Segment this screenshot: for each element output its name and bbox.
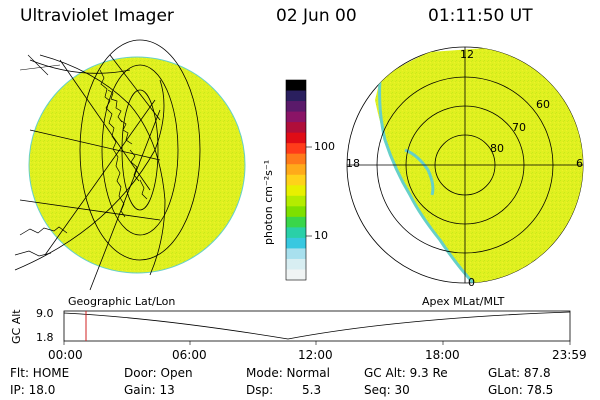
timeline-xtick-1: 06:00 xyxy=(172,348,207,362)
colorbar-unit-label: photon cm⁻²s⁻¹ xyxy=(262,159,275,245)
date-label: 02 Jun 00 xyxy=(276,6,357,26)
info-ip: IP: 18.0 xyxy=(10,383,56,397)
mlt-label-0: 0 xyxy=(468,276,475,289)
colorbar-band xyxy=(286,206,306,218)
mlt-label-18: 18 xyxy=(346,157,360,170)
info-dsp-value: 5.3 xyxy=(302,383,322,397)
colorbar-band xyxy=(286,185,306,197)
colorbar-tick-10: 10 xyxy=(314,229,328,242)
time-label: 01:11:50 UT xyxy=(428,6,533,26)
mlat-label-70: 70 xyxy=(512,121,526,134)
colorbar-band xyxy=(286,248,306,260)
timeline-xtick-2: 12:00 xyxy=(298,348,333,362)
colorbar-band xyxy=(286,122,306,134)
colorbar-band xyxy=(286,132,306,144)
info-gain: Gain: 13 xyxy=(124,383,175,397)
info-seq: Seq: 30 xyxy=(364,383,410,397)
geographic-caption: Geographic Lat/Lon xyxy=(68,295,176,308)
timeline-xtick-3: 18:00 xyxy=(425,348,460,362)
timeline-ymin: 1.8 xyxy=(36,331,54,344)
colorbar-band xyxy=(286,153,306,165)
info-glon: GLon: 78.5 xyxy=(488,383,554,397)
intensity-colorbar xyxy=(286,80,306,281)
info-glat: GLat: 87.8 xyxy=(488,366,551,380)
timeline-xtick-4: 23:59 xyxy=(552,348,587,362)
colorbar-band xyxy=(286,174,306,186)
info-door: Door: Open xyxy=(124,366,193,380)
colorbar-band xyxy=(286,269,306,281)
colorbar-band xyxy=(286,195,306,207)
mlat-label-60: 60 xyxy=(536,98,550,111)
colorbar-band xyxy=(286,258,306,270)
info-mode: Mode: Normal xyxy=(246,366,330,380)
info-gcalt: GC Alt: 9.3 Re xyxy=(364,366,448,380)
info-flt: Flt: HOME xyxy=(10,366,70,380)
altitude-timeline xyxy=(63,310,571,345)
colorbar-band xyxy=(286,101,306,113)
polar-image xyxy=(346,46,584,284)
colorbar-tick-100: 100 xyxy=(314,140,335,153)
timeline-xtick-0: 00:00 xyxy=(48,348,83,362)
info-dsp-label: Dsp: xyxy=(246,383,274,397)
instrument-title: Ultraviolet Imager xyxy=(20,6,174,26)
timeline-ylabel: GC Alt xyxy=(10,309,23,344)
mlt-label-12: 12 xyxy=(460,48,474,61)
timeline-ymax: 9.0 xyxy=(36,307,54,320)
colorbar-band xyxy=(286,237,306,249)
mlat-label-80: 80 xyxy=(490,142,504,155)
colorbar-band xyxy=(286,227,306,239)
colorbar-band xyxy=(286,216,306,228)
apex-caption: Apex MLat/MLT xyxy=(422,295,505,308)
colorbar-band xyxy=(286,164,306,176)
colorbar-band xyxy=(286,90,306,102)
colorbar-band xyxy=(286,111,306,123)
colorbar-band xyxy=(286,143,306,155)
geographic-image xyxy=(0,39,250,300)
colorbar-band xyxy=(286,80,306,92)
mlt-label-6: 6 xyxy=(576,157,583,170)
